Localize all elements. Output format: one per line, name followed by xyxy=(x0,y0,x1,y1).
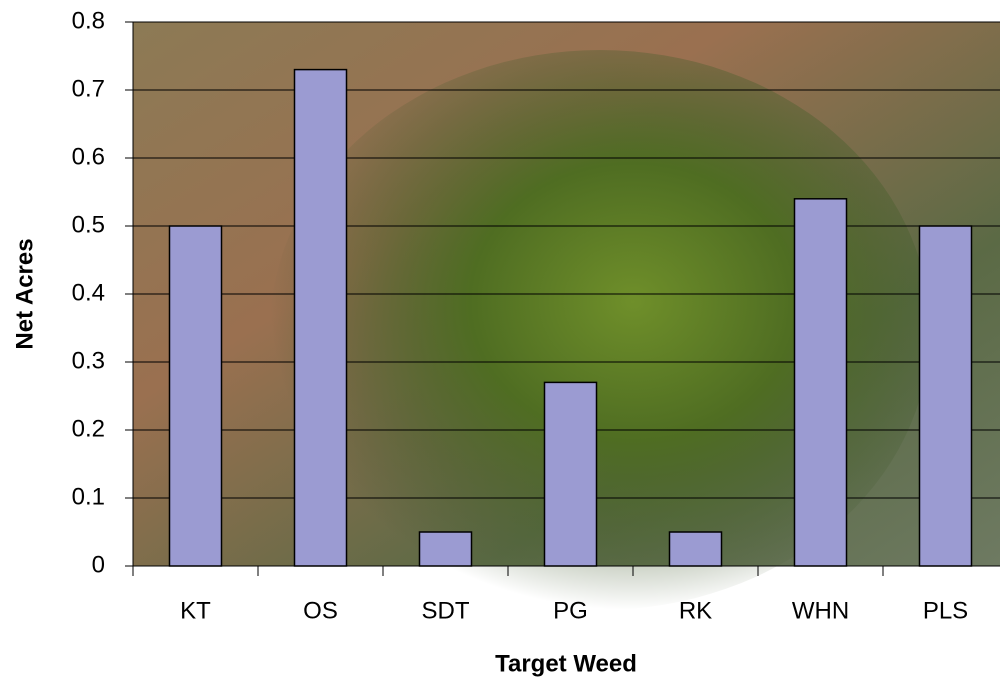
y-tick-label: 0.3 xyxy=(72,347,105,374)
bar xyxy=(920,226,972,566)
bar xyxy=(420,532,472,566)
x-tick-label: KT xyxy=(180,597,211,624)
bar xyxy=(295,70,347,566)
x-tick-label: SDT xyxy=(422,597,470,624)
y-tick-label: 0 xyxy=(92,551,105,578)
y-tick-label: 0.7 xyxy=(72,75,105,102)
x-tick-label: RK xyxy=(679,597,712,624)
x-tick-label: WHN xyxy=(792,597,849,624)
x-tick-label: PLS xyxy=(923,597,968,624)
y-tick-label: 0.4 xyxy=(72,279,105,306)
bar xyxy=(670,532,722,566)
y-tick-label: 0.8 xyxy=(72,7,105,34)
bar xyxy=(795,199,847,566)
bar xyxy=(545,382,597,566)
y-tick-label: 0.5 xyxy=(72,211,105,238)
bar xyxy=(170,226,222,566)
y-tick-label: 0.1 xyxy=(72,483,105,510)
x-tick-label: OS xyxy=(303,597,338,624)
x-tick-label: PG xyxy=(553,597,588,624)
y-tick-label: 0.6 xyxy=(72,143,105,170)
y-tick-label: 0.2 xyxy=(72,415,105,442)
y-axis-title: Net Acres xyxy=(11,238,38,349)
chart: Target Weed Net Acres 0 0.1 0.2 0.3 0.4 0.5 0.… xyxy=(0,0,1000,684)
x-axis-title: Target Weed xyxy=(495,650,637,677)
